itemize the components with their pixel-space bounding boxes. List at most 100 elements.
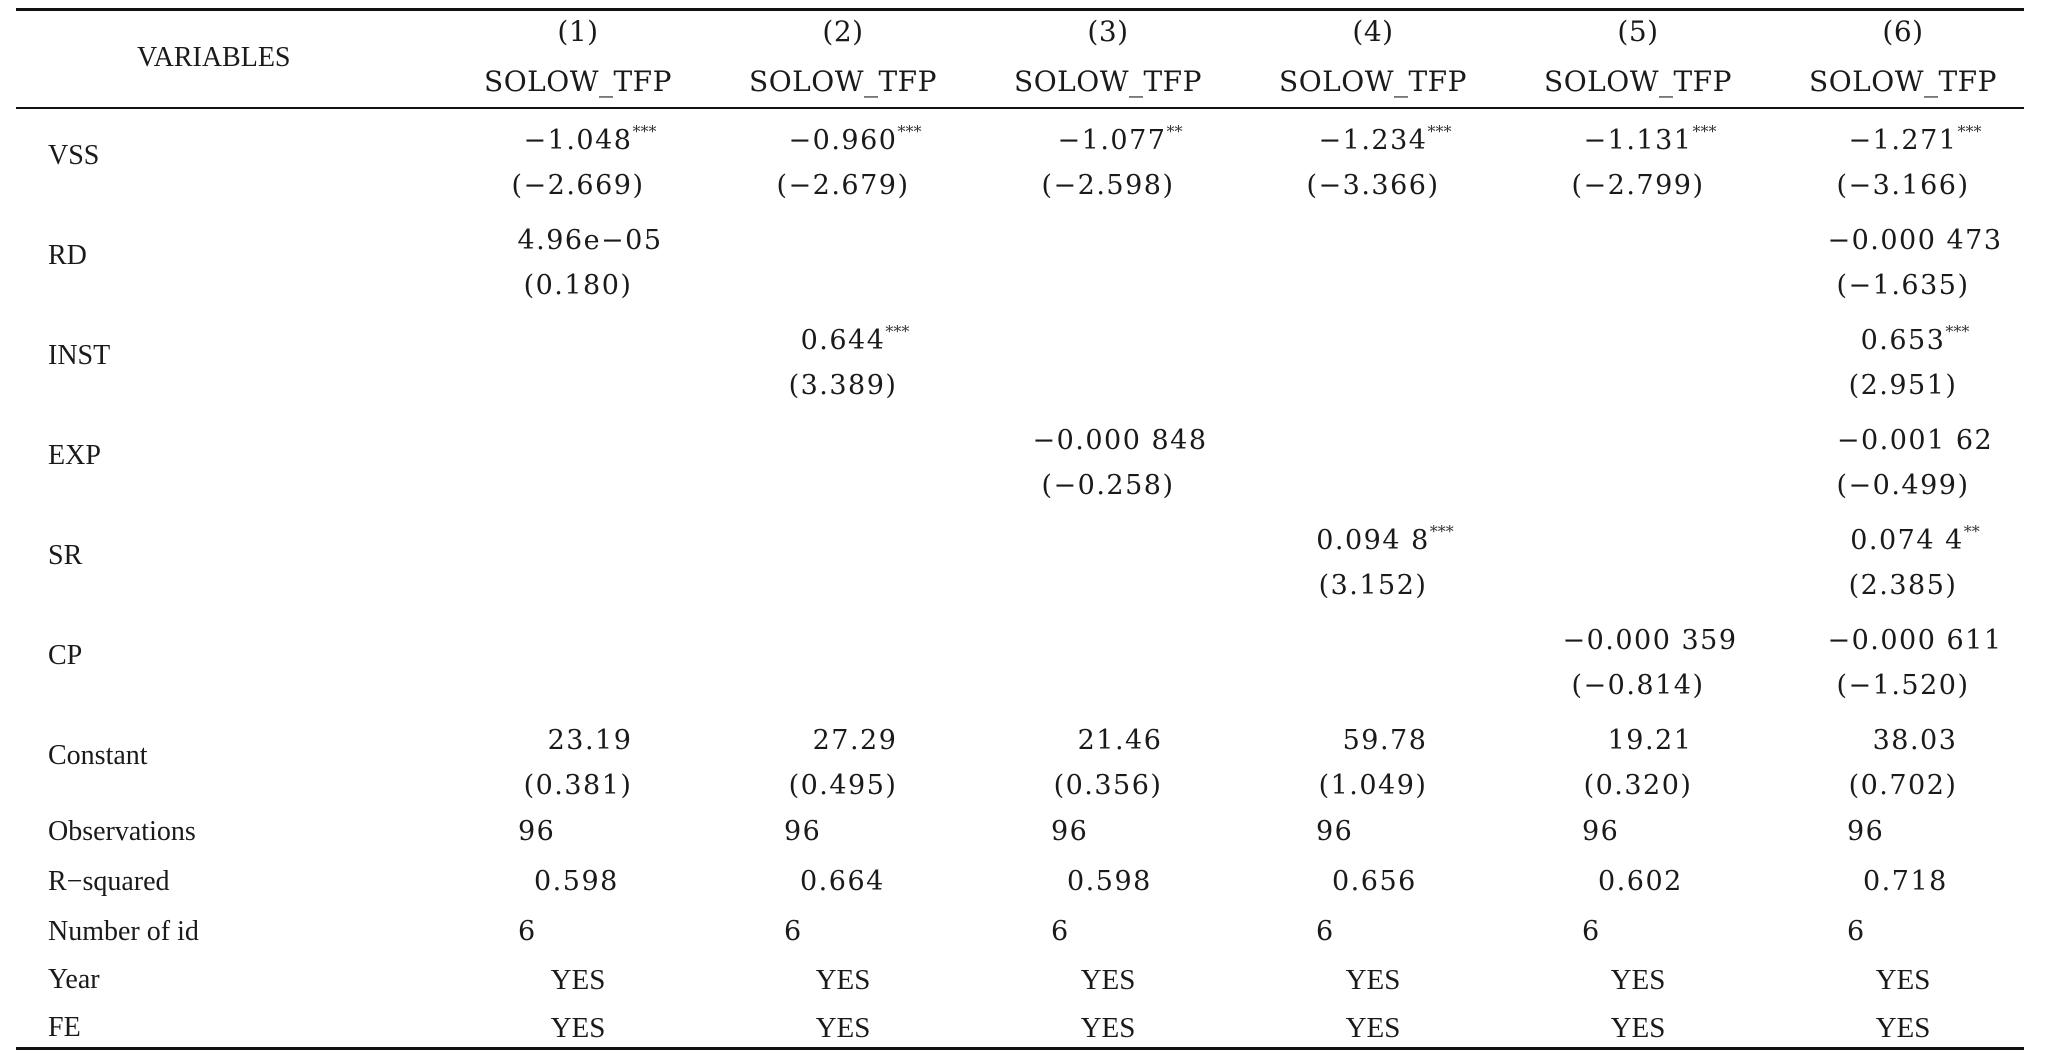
- coef-value: 21.46: [1077, 725, 1163, 756]
- t-stat: (0.702): [1848, 770, 1958, 801]
- coef-value: 0.074 4: [1850, 525, 1964, 556]
- coef-cell: 38.03: [1873, 724, 1958, 754]
- coef-cell: −1.234***: [1319, 122, 1452, 155]
- t-stat: (−0.814): [1571, 670, 1705, 701]
- stat-value: 0.656: [1332, 866, 1417, 897]
- coef-value: −0.000 611: [1827, 625, 2003, 656]
- column-number: (4): [1352, 15, 1394, 48]
- stat-value: 0.718: [1863, 866, 1948, 897]
- coef-value: 27.29: [812, 725, 898, 756]
- t-stat: (−3.366): [1306, 170, 1440, 201]
- stat-value: 6: [1316, 916, 1335, 947]
- t-stat: (0.356): [1053, 770, 1163, 801]
- control-value: YES: [815, 1012, 871, 1044]
- coef-cell: −0.001 62: [1837, 424, 1993, 454]
- significance-stars: **: [1166, 122, 1183, 141]
- column-number: (3): [1087, 15, 1129, 48]
- t-stat: (0.495): [788, 770, 898, 801]
- control-label: Year: [48, 964, 100, 995]
- coef-value: −0.000 848: [1032, 425, 1208, 456]
- stat-value: 96: [1316, 816, 1354, 847]
- coef-cell: 0.094 8***: [1316, 524, 1454, 556]
- stat-label: R−squared: [48, 866, 170, 897]
- coef-cell: −0.000 611: [1827, 624, 2002, 654]
- column-dep-var: SOLOW_TFP: [1279, 65, 1467, 98]
- significance-stars: ***: [1957, 122, 1982, 141]
- t-stat: (3.389): [788, 370, 898, 401]
- control-value: YES: [1875, 964, 1931, 996]
- coef-cell: −0.960***: [788, 122, 922, 156]
- top-rule: [16, 8, 2024, 11]
- coef-value: −0.000 359: [1562, 625, 1738, 656]
- stat-value: 0.602: [1598, 866, 1683, 897]
- control-label: FE: [48, 1012, 81, 1043]
- coef-value: 59.78: [1342, 725, 1428, 756]
- stat-value: 0.664: [800, 866, 885, 897]
- bottom-rule: [16, 1047, 2024, 1050]
- t-stat: (0.180): [523, 270, 633, 301]
- coef-cell: 0.653***: [1860, 322, 1970, 356]
- column-dep-var: SOLOW_TFP: [1014, 65, 1202, 98]
- t-stat: (0.320): [1583, 770, 1693, 801]
- significance-stars: **: [1963, 522, 1980, 541]
- t-stat: (3.152): [1318, 570, 1428, 601]
- t-stat: (−2.669): [511, 170, 645, 201]
- significance-stars: ***: [1692, 122, 1717, 141]
- coef-value: 0.644: [800, 325, 886, 356]
- control-value: YES: [1080, 1012, 1136, 1044]
- t-stat: (2.385): [1848, 570, 1958, 601]
- coef-cell: 4.96e−05: [517, 224, 662, 254]
- t-stat: (−2.799): [1571, 170, 1705, 201]
- coef-cell: 21.46: [1078, 724, 1163, 754]
- coef-value: 0.094 8: [1316, 525, 1430, 556]
- stat-value: 96: [1847, 816, 1885, 847]
- t-stat: (0.381): [523, 770, 633, 801]
- coef-cell: 23.19: [548, 724, 633, 754]
- column-number: (6): [1882, 15, 1924, 48]
- row-label: VSS: [48, 140, 100, 171]
- significance-stars: ***: [1427, 122, 1452, 141]
- t-stat: (1.049): [1318, 770, 1428, 801]
- stat-value: 6: [518, 916, 537, 947]
- stat-value: 96: [518, 816, 556, 847]
- control-value: YES: [550, 1012, 606, 1044]
- coef-value: −0.960: [788, 125, 898, 156]
- coef-value: 4.96e−05: [517, 225, 663, 256]
- coef-value: 23.19: [547, 725, 633, 756]
- row-label: EXP: [48, 440, 101, 471]
- header-rule: [16, 107, 2024, 109]
- stat-value: 96: [1582, 816, 1620, 847]
- coef-cell: −0.000 848: [1032, 424, 1207, 454]
- corner-label: VARIABLES: [137, 42, 291, 73]
- stat-value: 96: [1051, 816, 1089, 847]
- coef-cell: 0.074 4**: [1850, 522, 1980, 556]
- coef-cell: −1.048***: [524, 122, 657, 155]
- t-stat: (−0.499): [1836, 470, 1970, 501]
- coef-cell: 0.644***: [800, 324, 910, 356]
- row-label: INST: [48, 340, 111, 371]
- significance-stars: ***: [897, 122, 922, 141]
- coef-cell: 27.29: [813, 724, 898, 754]
- coef-value: −1.077: [1057, 125, 1167, 156]
- significance-stars: ***: [1945, 322, 1970, 341]
- column-number: (5): [1617, 15, 1659, 48]
- coef-cell: −1.077**: [1057, 122, 1183, 156]
- control-value: YES: [1610, 1012, 1666, 1044]
- coef-value: 0.653: [1860, 325, 1946, 356]
- column-dep-var: SOLOW_TFP: [1809, 65, 1997, 98]
- t-stat: (−2.598): [1041, 170, 1175, 201]
- coef-cell: −1.131***: [1584, 122, 1717, 155]
- significance-stars: ***: [632, 122, 657, 141]
- coef-cell: −0.000 359: [1562, 624, 1737, 654]
- t-stat: (−1.520): [1836, 670, 1970, 701]
- row-label: SR: [48, 540, 83, 571]
- coef-value: −0.000 473: [1827, 225, 2003, 256]
- control-value: YES: [1080, 964, 1136, 996]
- stat-value: 0.598: [534, 866, 619, 897]
- control-value: YES: [1610, 964, 1666, 996]
- control-value: YES: [815, 964, 871, 996]
- t-stat: (2.951): [1848, 370, 1958, 401]
- control-value: YES: [1345, 964, 1401, 996]
- coef-cell: 19.21: [1608, 724, 1693, 754]
- control-value: YES: [550, 964, 606, 996]
